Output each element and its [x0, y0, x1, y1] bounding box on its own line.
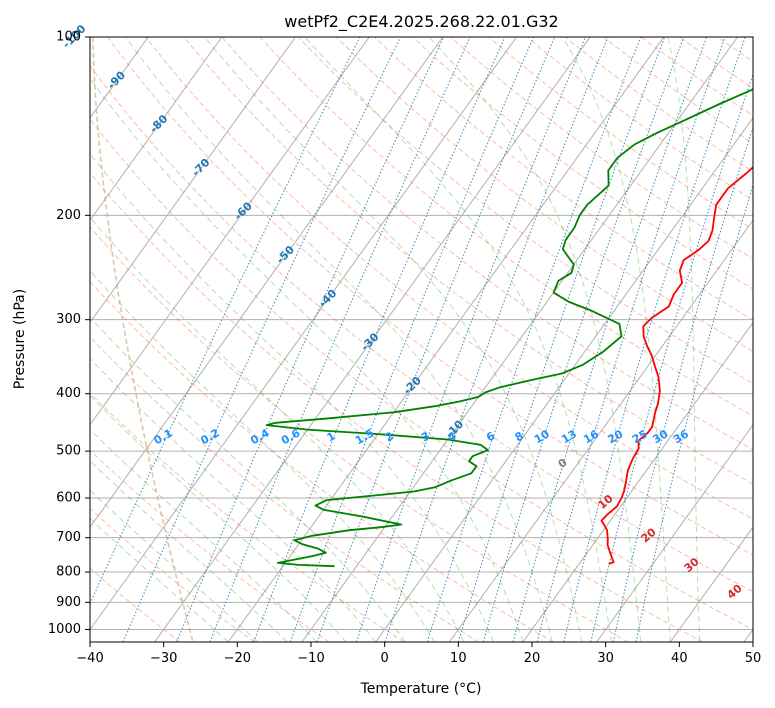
dry-adiabat [412, 37, 753, 290]
x-tick-label: 0 [381, 651, 389, 666]
moist-adiabat [304, 37, 612, 642]
dry-adiabat [374, 37, 753, 321]
mixing-ratio-line [90, 37, 361, 605]
isotherm-gridline [90, 37, 517, 631]
moist-adiabat [204, 37, 583, 642]
dry-adiabat [90, 449, 330, 642]
y-axis: 100 200 300 400 500 600 700 800 900 1000 [48, 30, 90, 637]
isotherm-gridline [154, 37, 591, 642]
moist-adiabat [667, 37, 701, 642]
dewpoint-trace [265, 87, 753, 568]
dry-adiabat [90, 118, 753, 630]
x-tick-label: −30 [150, 651, 177, 666]
dry-adiabat [259, 37, 753, 417]
y-tick-label: 800 [56, 565, 81, 580]
y-tick-label: 200 [56, 208, 81, 223]
x-tick-label: −10 [297, 651, 324, 666]
moist-adiabat [90, 517, 229, 642]
moist-adiabat [90, 270, 436, 642]
dry-adiabat [90, 567, 181, 642]
x-tick-label: 30 [597, 651, 614, 666]
chart-title: wetPf2_C2E4.2025.268.22.01.G32 [284, 12, 558, 32]
dry-adiabat [90, 226, 629, 642]
moist-adiabat [90, 394, 347, 642]
plot-frame [89, 36, 754, 643]
isotherm-gridline [90, 37, 296, 324]
isotherm-gridline [375, 117, 753, 642]
mixing-ratio-line [253, 37, 506, 642]
moist-adiabat [90, 216, 465, 642]
y-tick-label: 1000 [48, 622, 81, 637]
isotherm-gridline [596, 423, 753, 642]
y-tick-label: 400 [56, 386, 81, 401]
dry-adiabat [90, 64, 753, 593]
y-tick-label: 700 [56, 530, 81, 545]
moist-adiabat [90, 357, 376, 642]
x-tick-label: 20 [524, 651, 541, 666]
mixing-ratio-line [612, 125, 753, 642]
background-lines [90, 37, 753, 642]
dry-adiabat [335, 37, 753, 353]
y-tick-label: 100 [56, 30, 81, 45]
moist-adiabat [90, 316, 406, 642]
isotherm-gridline [448, 219, 753, 642]
mixing-ratio-line [457, 37, 666, 642]
x-tick-label: 10 [450, 651, 467, 666]
y-axis-label: Pressure (hPa) [12, 289, 28, 389]
moist-adiabat [124, 37, 553, 642]
isotherm-gridline [90, 37, 223, 222]
moist-adiabat [90, 77, 524, 642]
y-tick-label: 500 [56, 444, 81, 459]
y-tick-label: 600 [56, 491, 81, 506]
dry-adiabat [221, 37, 753, 451]
dry-adiabat [107, 37, 753, 556]
dry-adiabat [145, 37, 753, 520]
mixing-ratio-line [122, 37, 401, 642]
moist-adiabat [90, 489, 259, 642]
dry-adiabat [90, 280, 554, 642]
boundary-curve [92, 37, 194, 642]
isotherm-gridline [669, 526, 753, 642]
mixing-ratio-line [536, 37, 726, 642]
mixing-ratio-line [316, 37, 556, 642]
x-tick-label: 50 [745, 651, 762, 666]
profile-traces [265, 87, 753, 568]
y-tick-label: 300 [56, 312, 81, 327]
x-tick-label: −20 [224, 651, 251, 666]
moist-adiabat [90, 460, 288, 642]
isotherm-gridline [522, 321, 753, 642]
mixing-ratio-line [563, 37, 746, 642]
isotherm-gridline [227, 37, 665, 642]
x-axis-label: Temperature (°C) [360, 681, 482, 697]
isotherm-gridline [301, 37, 738, 642]
dry-adiabat [90, 392, 405, 642]
x-tick-label: −40 [76, 651, 103, 666]
temperature-trace [600, 165, 753, 565]
isotherm-gridline [90, 37, 444, 528]
mixing-ratio-line [289, 37, 535, 642]
mixing-ratio-line [590, 72, 753, 642]
mixing-ratio-line [176, 37, 445, 642]
mixing-ratio-line [384, 37, 609, 642]
y-tick-label: 900 [56, 595, 81, 610]
isotherm-gridline [90, 37, 370, 426]
mixing-ratio-line [635, 183, 753, 642]
x-tick-label: 40 [671, 651, 688, 666]
moist-adiabat [428, 37, 642, 642]
mixing-ratio-line [482, 37, 685, 642]
x-axis: −40 −30 −20 −10 0 10 20 30 40 50 [76, 642, 761, 666]
